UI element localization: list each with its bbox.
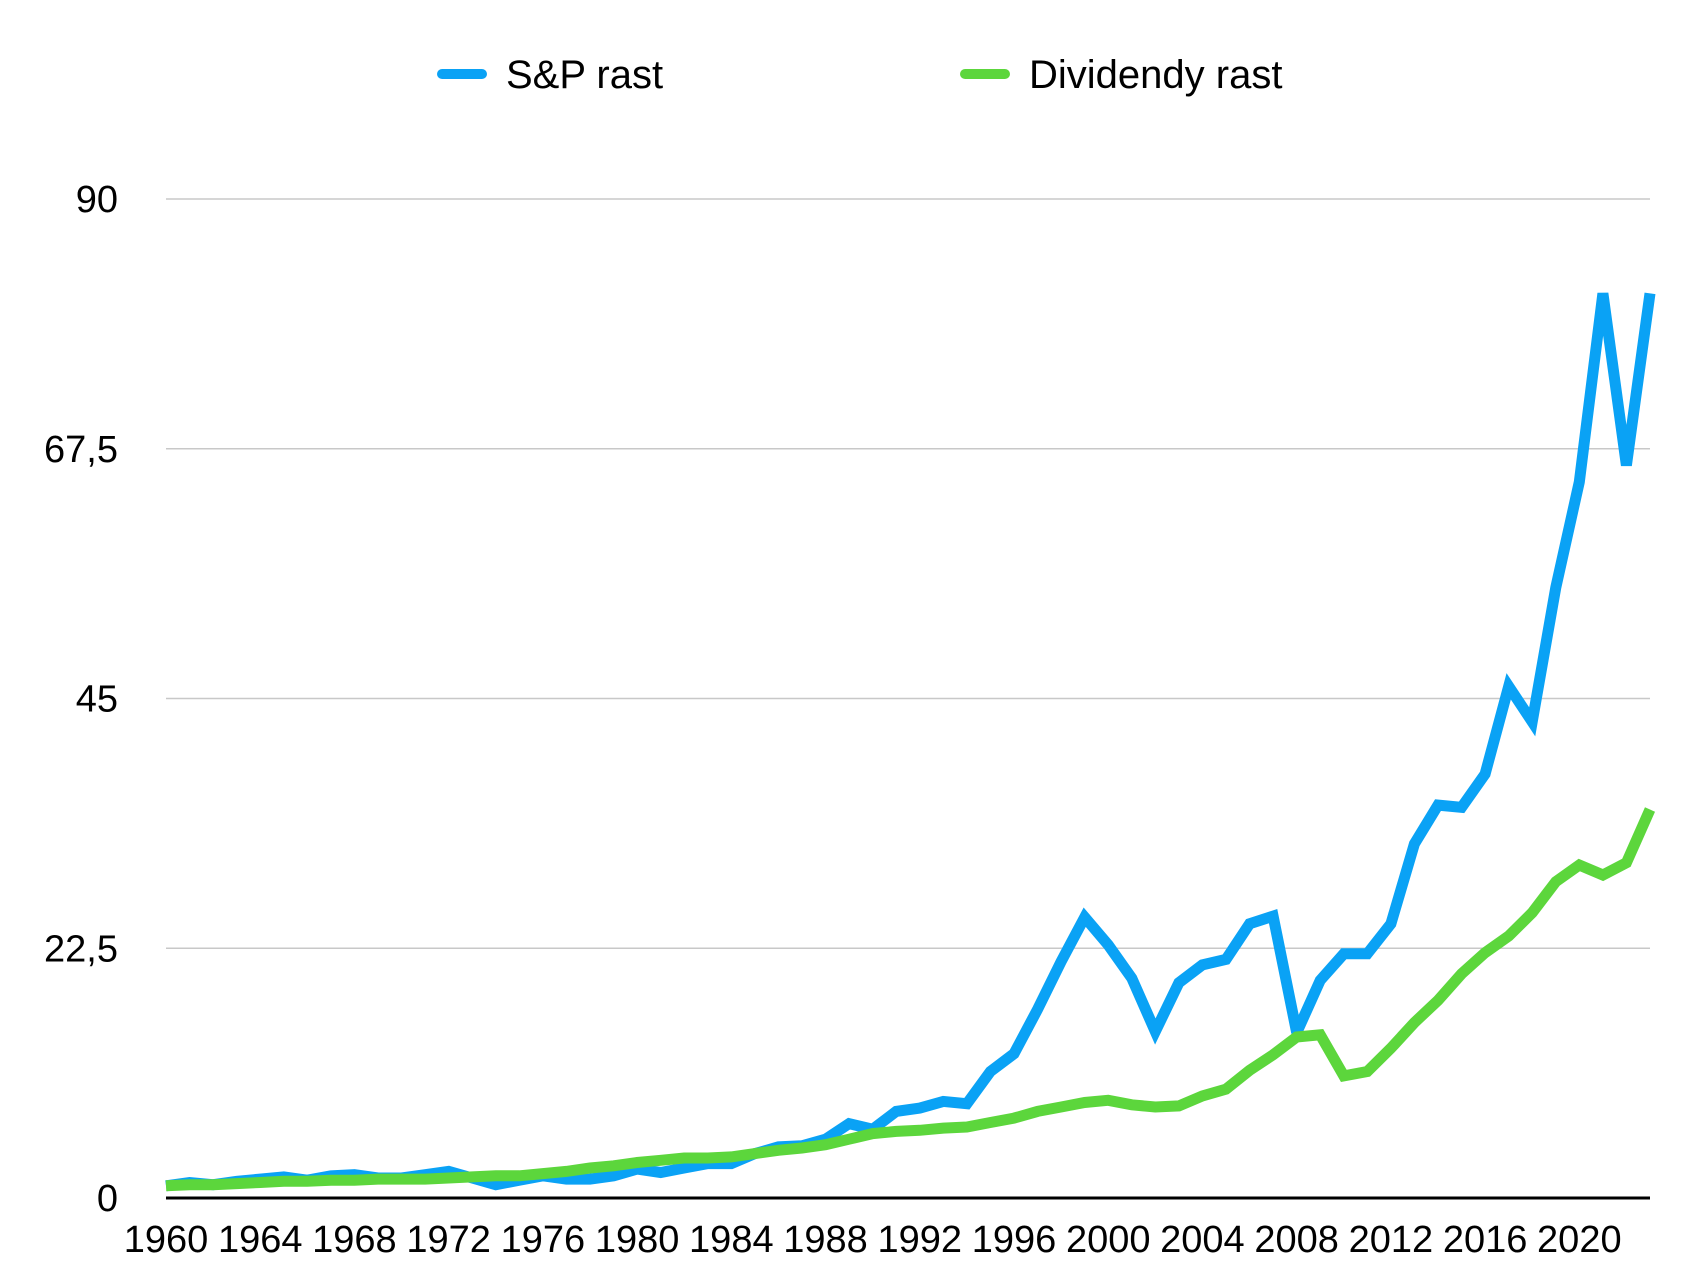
y-tick-label: 45 <box>76 679 118 721</box>
x-tick-label: 1968 <box>312 1219 397 1261</box>
x-tick-label: 2004 <box>1160 1219 1245 1261</box>
series-line-1 <box>165 807 1656 1192</box>
x-tick-label: 1992 <box>878 1219 963 1261</box>
legend-label: S&P rast <box>506 53 663 97</box>
legend: S&P rast Dividendy rast <box>437 53 1282 97</box>
x-tick-label: 1964 <box>218 1219 303 1261</box>
x-tick-label: 2012 <box>1349 1219 1434 1261</box>
x-tick-label: 2020 <box>1537 1219 1622 1261</box>
y-tick-label: 67,5 <box>44 429 118 471</box>
x-tick-label: 1984 <box>689 1219 774 1261</box>
x-tick-label: 1976 <box>501 1219 586 1261</box>
legend-label: Dividendy rast <box>1029 53 1282 97</box>
series-line-0 <box>165 292 1656 1192</box>
x-tick-label: 1996 <box>972 1219 1057 1261</box>
x-tick-label: 1988 <box>783 1219 868 1261</box>
y-tick-label: 90 <box>76 179 118 221</box>
grid-layer <box>166 198 1650 949</box>
x-tick-label: 1972 <box>406 1219 491 1261</box>
series-layer <box>165 292 1656 1192</box>
x-tick-label: 1960 <box>124 1219 209 1261</box>
x-tick-label: 2008 <box>1254 1219 1339 1261</box>
x-tick-label: 2016 <box>1443 1219 1528 1261</box>
y-tick-label: 22,5 <box>44 928 118 970</box>
y-tick-label: 0 <box>97 1178 118 1220</box>
x-tick-label: 2000 <box>1066 1219 1151 1261</box>
x-tick-label: 1980 <box>595 1219 680 1261</box>
